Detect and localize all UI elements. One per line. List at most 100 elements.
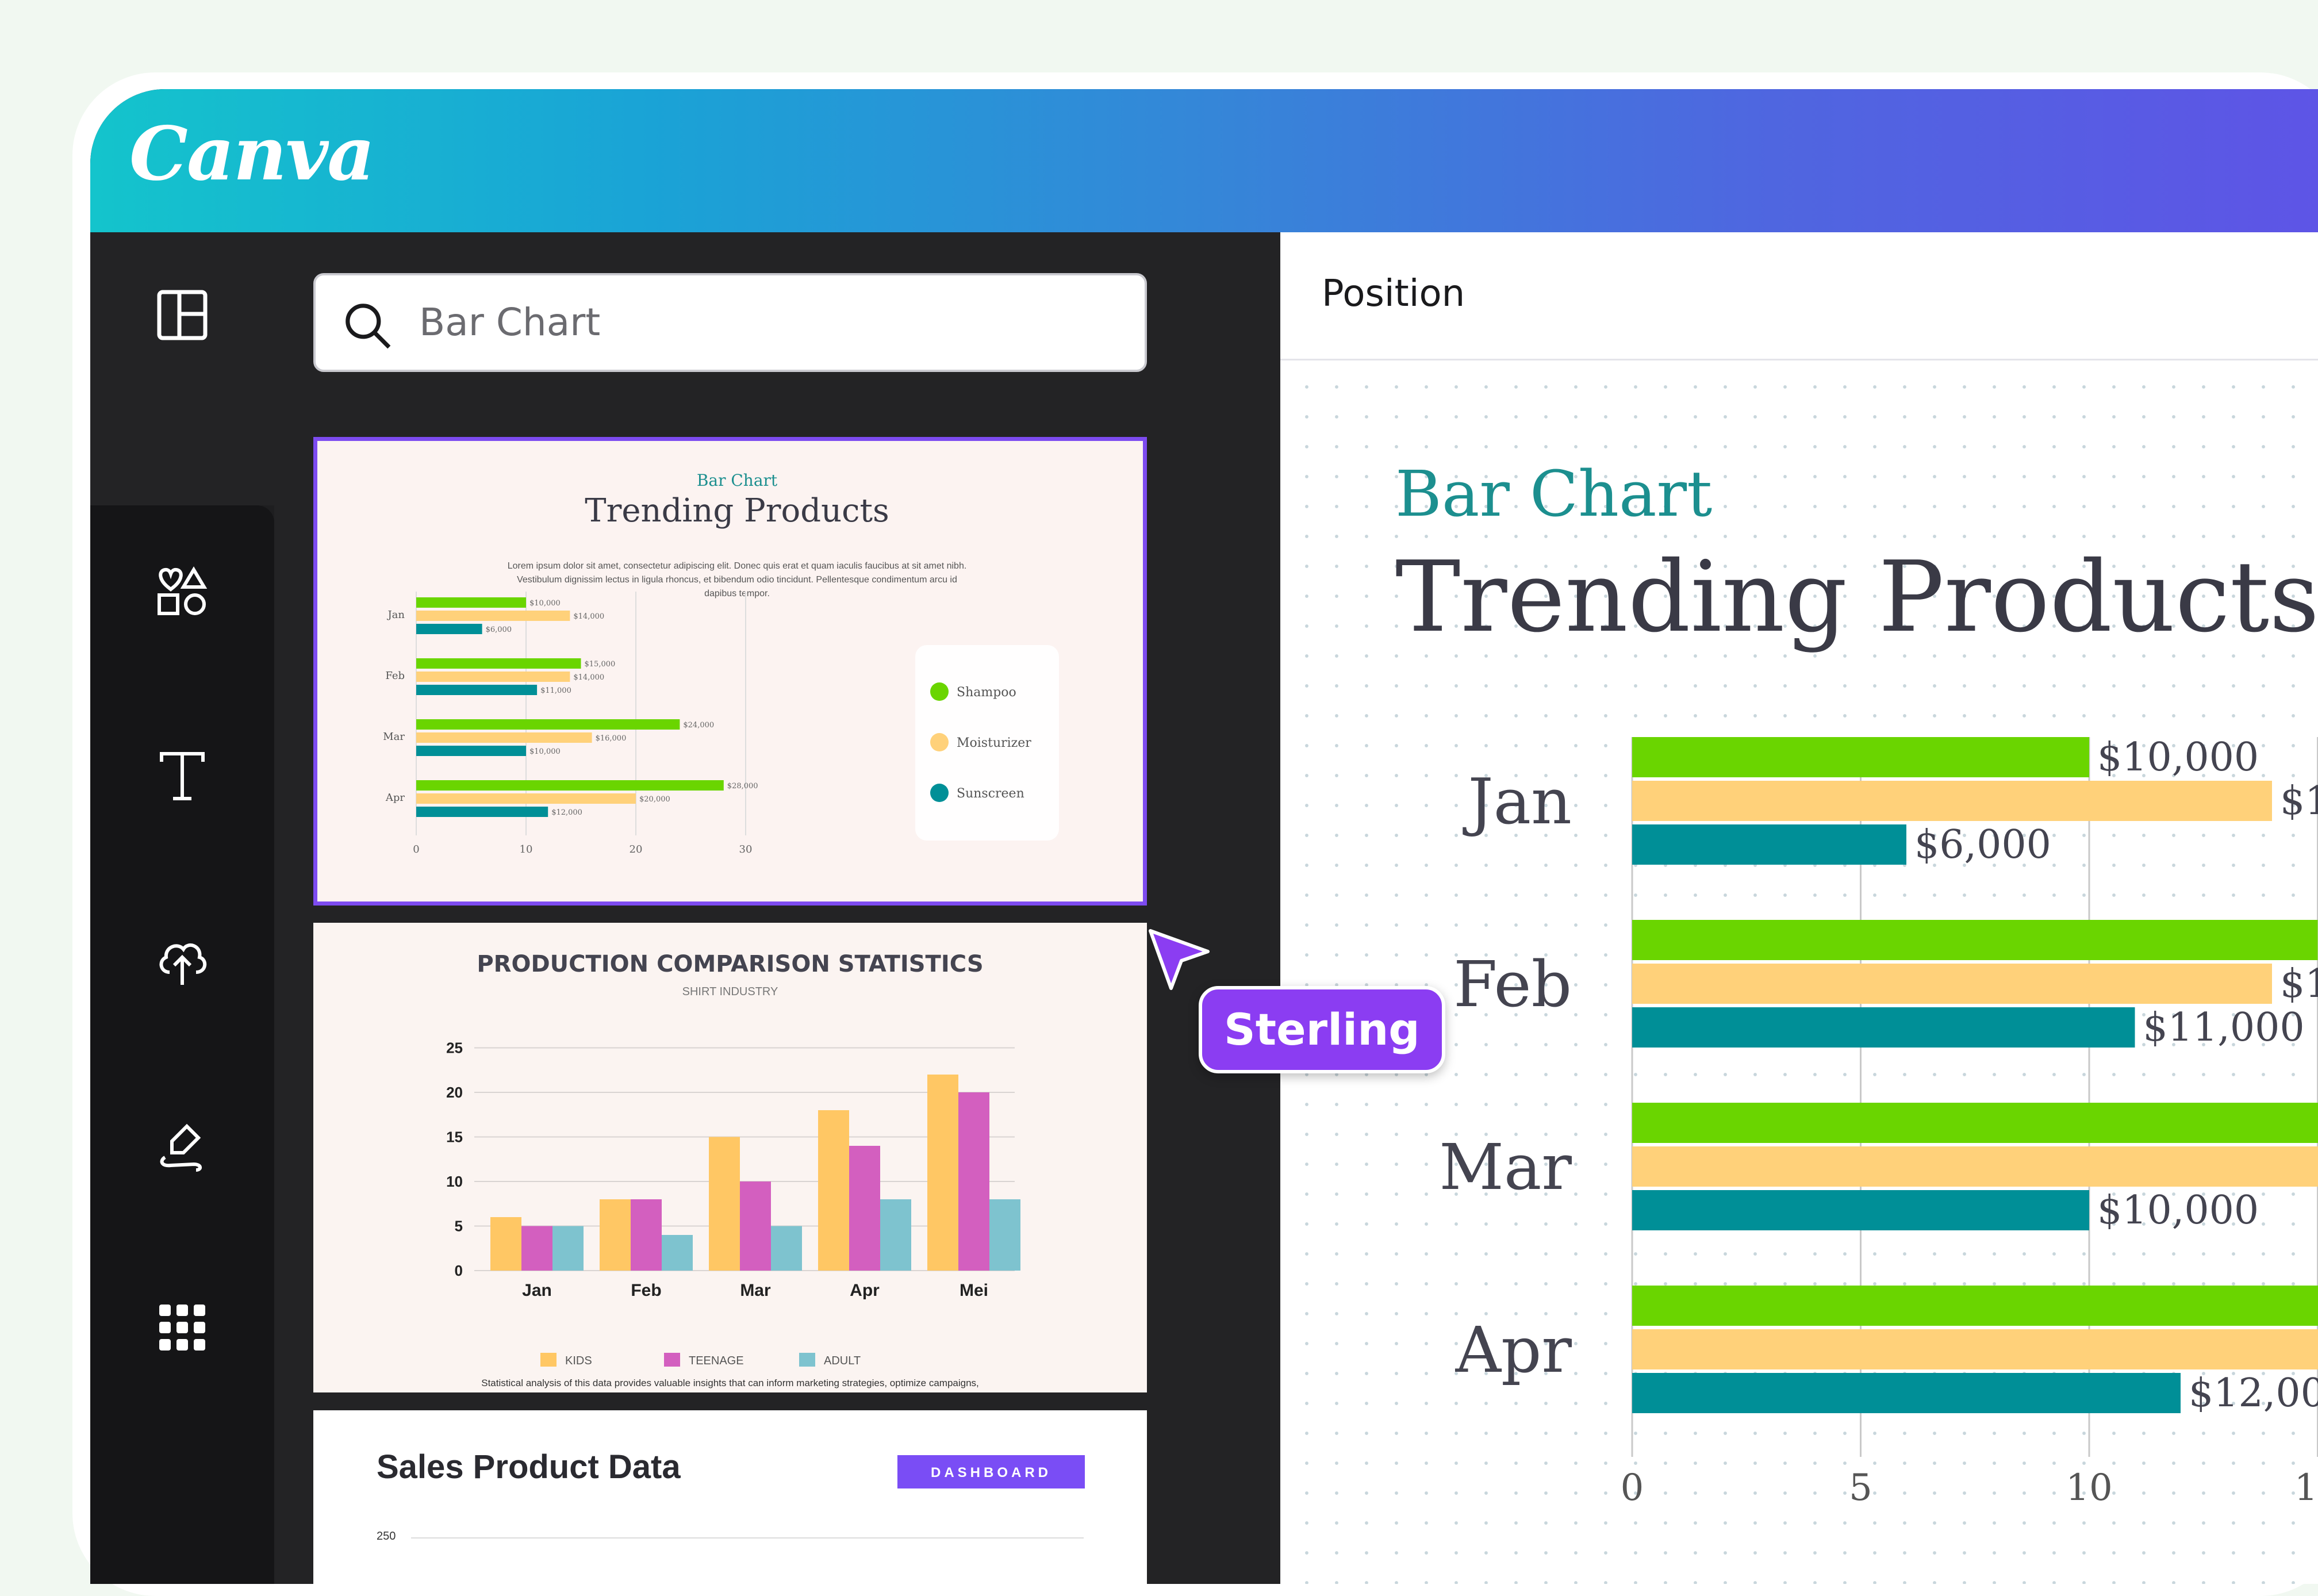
data-label: $15,000 bbox=[585, 660, 616, 669]
bar bbox=[771, 1226, 802, 1271]
bar bbox=[1632, 737, 2089, 777]
bar bbox=[1632, 1007, 2135, 1048]
thumb2-footnote: Statistical analysis of this data provid… bbox=[481, 1378, 979, 1388]
bar bbox=[416, 732, 592, 743]
data-label: $11,000 bbox=[540, 686, 571, 695]
draw-icon[interactable] bbox=[153, 1115, 211, 1172]
x-tick-label: Apr bbox=[850, 1281, 880, 1300]
x-tick-label: 0 bbox=[1621, 1467, 1644, 1509]
data-label: $14,000 bbox=[573, 673, 604, 682]
bar bbox=[416, 746, 526, 756]
search-input[interactable]: Bar Chart bbox=[419, 300, 601, 344]
layout-icon[interactable] bbox=[153, 286, 211, 344]
apps-grid-icon[interactable] bbox=[153, 1299, 211, 1356]
data-label: $14,000 bbox=[2280, 961, 2318, 1007]
search-icon bbox=[341, 300, 393, 351]
main-chart: Bar Chart Trending Products 0 5 10 15 Jan $10… bbox=[1395, 457, 2318, 1509]
production-comparison-thumbnail: PRODUCTION COMPARISON STATISTICS SHIRT I… bbox=[446, 951, 1020, 1388]
legend-swatch bbox=[930, 733, 949, 751]
bar bbox=[880, 1199, 911, 1271]
thumb-title: Trending Products bbox=[585, 492, 889, 530]
bar bbox=[1632, 1146, 2318, 1187]
position-button[interactable]: Position bbox=[1322, 273, 1465, 315]
bar bbox=[416, 719, 680, 730]
thumb-body-line: Vestibulum dignissim lectus in ligula rh… bbox=[517, 575, 957, 585]
data-label: $10,000 bbox=[529, 747, 561, 756]
category-label: Feb bbox=[385, 670, 405, 682]
legend-label: Sunscreen bbox=[957, 787, 1024, 801]
collaborator-name-tag: Sterling bbox=[1199, 986, 1445, 1073]
bar bbox=[1632, 1373, 2181, 1413]
x-tick-label: 0 bbox=[413, 843, 419, 855]
data-label: $14,000 bbox=[2280, 778, 2318, 824]
data-label: $24,000 bbox=[683, 721, 714, 730]
y-tick-label: 10 bbox=[446, 1173, 463, 1190]
data-label: $11,000 bbox=[2143, 1005, 2305, 1050]
bar bbox=[416, 611, 570, 621]
bar bbox=[818, 1110, 849, 1271]
design-canvas[interactable]: Bar Chart Trending Products 0 5 10 15 Jan $10… bbox=[1280, 360, 2318, 1584]
bar bbox=[552, 1226, 584, 1271]
bar bbox=[600, 1199, 631, 1271]
bar bbox=[1632, 1329, 2318, 1369]
data-label: $20,000 bbox=[639, 795, 670, 804]
template-card-trending-products[interactable]: Bar Chart Trending Products Lorem ipsum … bbox=[313, 437, 1147, 906]
y-tick-label: 5 bbox=[455, 1218, 463, 1235]
y-tick-label: 0 bbox=[455, 1262, 463, 1279]
chart-title: Trending Products bbox=[1395, 540, 2318, 654]
x-tick-label: 5 bbox=[1849, 1467, 1872, 1509]
data-label: $14,000 bbox=[573, 612, 604, 621]
bar bbox=[1632, 1286, 2318, 1326]
bar bbox=[989, 1199, 1020, 1271]
upload-cloud-icon[interactable] bbox=[153, 931, 211, 988]
legend-label: ADULT bbox=[824, 1355, 861, 1367]
chart-subtitle: Bar Chart bbox=[1395, 457, 1712, 531]
dashboard-badge bbox=[897, 1455, 1085, 1488]
bar bbox=[521, 1226, 552, 1271]
data-label: $16,000 bbox=[596, 734, 627, 743]
sales-product-thumbnail: Sales Product Data DASHBOARD 250 bbox=[377, 1448, 1085, 1543]
trending-products-thumbnail: Bar Chart Trending Products Lorem ipsum … bbox=[383, 471, 1059, 855]
bar bbox=[416, 597, 526, 608]
template-card-sales-product-data[interactable]: Sales Product Data DASHBOARD 250 bbox=[313, 1410, 1147, 1584]
category-label: Apr bbox=[385, 792, 405, 804]
x-tick-label: Mei bbox=[960, 1281, 988, 1300]
x-tick-label: Jan bbox=[522, 1281, 552, 1300]
text-icon[interactable] bbox=[153, 747, 211, 804]
y-tick-label: 20 bbox=[446, 1084, 463, 1101]
thumb-legend-card bbox=[915, 645, 1059, 841]
x-tick-label: Mar bbox=[740, 1281, 771, 1300]
bar bbox=[1632, 964, 2272, 1004]
template-card-production-comparison[interactable]: PRODUCTION COMPARISON STATISTICS SHIRT I… bbox=[313, 923, 1147, 1392]
data-label: $6,000 bbox=[1914, 822, 2051, 868]
legend-swatch bbox=[664, 1353, 680, 1367]
editor-canvas-panel: Position Bar Chart Trending Products 0 5 1… bbox=[1280, 232, 2318, 1584]
bar bbox=[416, 672, 570, 682]
category-label: Mar bbox=[383, 731, 405, 743]
dashboard-badge-label: DASHBOARD bbox=[931, 1465, 1051, 1480]
legend-swatch bbox=[799, 1353, 815, 1367]
elements-icon[interactable] bbox=[153, 563, 211, 620]
y-tick-label: 15 bbox=[446, 1129, 463, 1146]
search-bar[interactable]: Bar Chart bbox=[313, 273, 1147, 372]
data-label: $12,000 bbox=[2189, 1371, 2318, 1416]
x-tick-label: 20 bbox=[630, 843, 643, 855]
category-label: Apr bbox=[1455, 1313, 1572, 1387]
editor-window: Canva bbox=[90, 89, 2318, 1584]
bar bbox=[740, 1181, 771, 1271]
legend-swatch bbox=[930, 784, 949, 802]
bar bbox=[662, 1235, 693, 1271]
thumb3-y-tick: 250 bbox=[377, 1530, 396, 1543]
bar bbox=[490, 1217, 521, 1271]
thumb2-subtitle: SHIRT INDUSTRY bbox=[682, 985, 778, 998]
legend-swatch bbox=[930, 682, 949, 701]
collaborator-cursor-icon bbox=[1149, 929, 1210, 990]
x-tick-label: Feb bbox=[631, 1281, 661, 1300]
x-tick-label: 15 bbox=[2294, 1467, 2318, 1509]
data-label: $10,000 bbox=[529, 599, 561, 608]
thumb3-title: Sales Product Data bbox=[377, 1448, 681, 1486]
canva-logo[interactable]: Canva bbox=[129, 111, 375, 197]
data-label: $12,000 bbox=[551, 808, 582, 817]
thumb-body-line: dapibus tempor. bbox=[704, 589, 770, 598]
sidebar-top bbox=[90, 232, 274, 505]
